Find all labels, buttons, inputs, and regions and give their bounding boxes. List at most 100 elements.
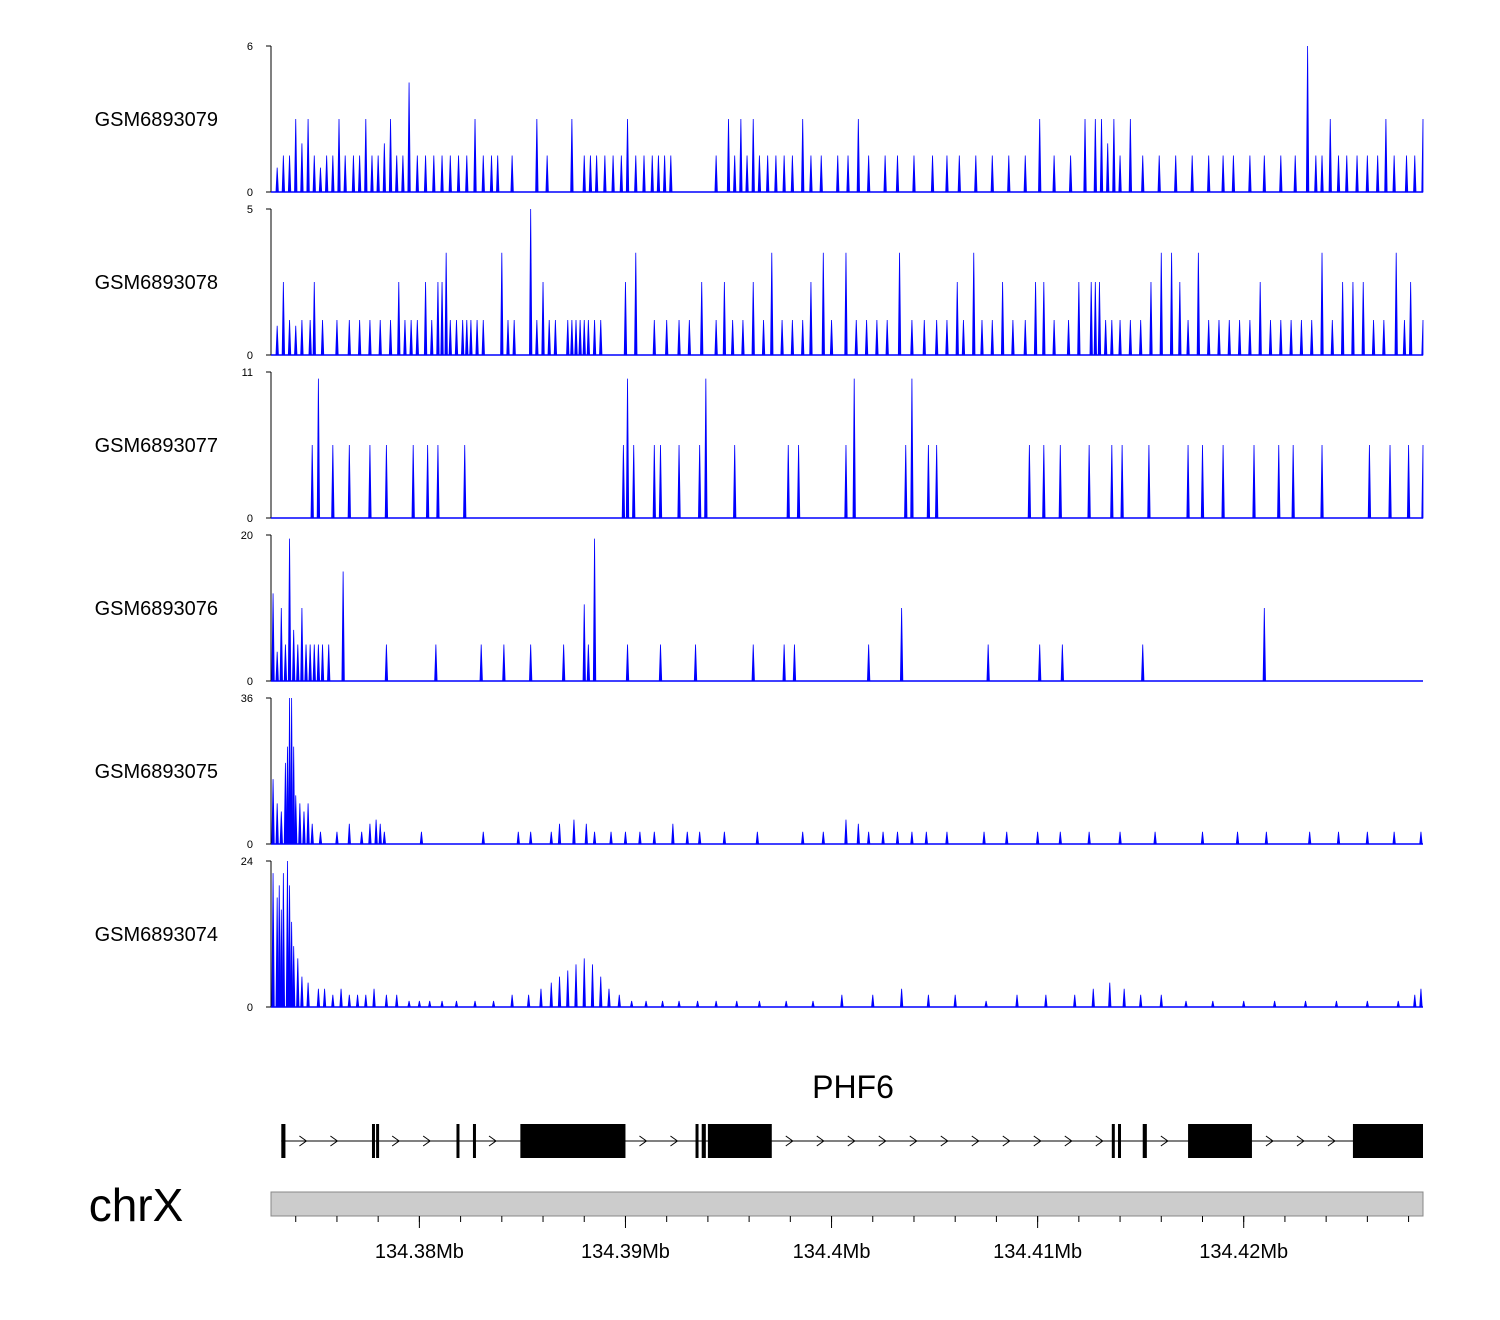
coverage-peak bbox=[395, 994, 399, 1008]
coverage-peak bbox=[801, 831, 805, 845]
coverage-peak bbox=[739, 118, 743, 193]
coverage-peak bbox=[1139, 319, 1143, 356]
coverage-peak bbox=[411, 444, 415, 519]
coverage-peak bbox=[1118, 831, 1122, 845]
coverage-peak bbox=[1052, 319, 1056, 356]
coverage-peak bbox=[300, 976, 304, 1008]
coverage-peak bbox=[697, 831, 702, 845]
coverage-peak bbox=[1077, 281, 1081, 356]
coverage-peak bbox=[510, 155, 514, 193]
coverage-peak bbox=[1178, 281, 1182, 356]
coverage-peak bbox=[1279, 319, 1283, 356]
coverage-peak bbox=[403, 319, 407, 356]
coverage-peak bbox=[1340, 281, 1345, 356]
coverage-peak bbox=[1406, 444, 1411, 519]
coverage-peak bbox=[516, 831, 520, 845]
coverage-peak bbox=[584, 823, 588, 845]
coverage-peak bbox=[1248, 155, 1252, 193]
coverage-peak bbox=[782, 155, 786, 193]
coverage-peak bbox=[407, 82, 411, 193]
coverage-peak bbox=[926, 444, 931, 519]
coverage-peak bbox=[271, 779, 275, 845]
coverage-peak bbox=[1334, 1000, 1339, 1008]
coverage-peak bbox=[638, 831, 642, 845]
coverage-peak bbox=[1044, 994, 1048, 1008]
coverage-peak bbox=[316, 988, 321, 1008]
coverage-peak bbox=[761, 319, 766, 356]
coverage-peak bbox=[1367, 444, 1372, 519]
coverage-peak bbox=[574, 319, 578, 356]
coverage-peak bbox=[279, 909, 283, 1008]
coverage-peak bbox=[844, 252, 848, 356]
coverage-peak bbox=[1320, 252, 1324, 356]
coverage-peak bbox=[549, 982, 553, 1008]
y-max-label: 24 bbox=[241, 856, 253, 868]
coverage-peak bbox=[819, 155, 823, 193]
coverage-peak bbox=[922, 319, 926, 356]
coverage-peak bbox=[308, 319, 312, 356]
coverage-peak bbox=[281, 281, 286, 356]
coverage-peak bbox=[792, 644, 797, 682]
exon bbox=[1142, 1124, 1147, 1158]
coverage-peak bbox=[751, 281, 755, 356]
coverage-peak bbox=[547, 319, 551, 356]
coverage-peak bbox=[774, 155, 778, 193]
coverage-peak bbox=[310, 823, 314, 845]
coverage-peak bbox=[535, 118, 539, 193]
coverage-peak bbox=[275, 167, 279, 193]
coverage-peak bbox=[730, 319, 735, 356]
coverage-peak bbox=[662, 155, 667, 193]
coverage-peak bbox=[656, 155, 661, 193]
coverage-peak bbox=[279, 811, 283, 845]
strand-arrow bbox=[1265, 1135, 1274, 1147]
coverage-peak bbox=[1291, 444, 1295, 519]
coverage-peak bbox=[735, 1000, 739, 1008]
coverage-peak bbox=[1042, 281, 1046, 356]
coverage-peak bbox=[557, 823, 562, 845]
coverage-peak bbox=[337, 118, 341, 193]
coverage-peak bbox=[582, 155, 586, 193]
coverage-peak bbox=[1147, 444, 1151, 519]
coverage-peak bbox=[454, 1000, 459, 1008]
coverage-peak bbox=[1279, 155, 1283, 193]
coverage-peak bbox=[574, 964, 578, 1008]
coverage-peak bbox=[275, 897, 279, 1008]
coverage-peak bbox=[1073, 994, 1077, 1008]
coverage-peak bbox=[733, 444, 737, 519]
coverage-peak bbox=[368, 319, 372, 356]
coverage-peak bbox=[821, 252, 825, 356]
coverage-peak bbox=[1413, 994, 1417, 1008]
coverage-peak bbox=[1320, 155, 1324, 193]
coverage-peak bbox=[372, 988, 376, 1008]
coverage-peak bbox=[382, 143, 386, 193]
coverage-peak bbox=[481, 831, 485, 845]
coverage-peak bbox=[1272, 1000, 1277, 1008]
coverage-peak bbox=[283, 762, 287, 845]
coverage-peak bbox=[897, 252, 902, 356]
coverage-peak bbox=[714, 319, 718, 356]
coverage-peak bbox=[1305, 45, 1310, 193]
track-label: GSM6893075 bbox=[95, 761, 218, 783]
coverage-peak bbox=[436, 281, 440, 356]
coverage-peak bbox=[1023, 319, 1027, 356]
coverage-peak bbox=[415, 319, 419, 356]
coverage-peak bbox=[357, 155, 362, 193]
coverage-peak bbox=[599, 976, 603, 1008]
coverage-peak bbox=[634, 155, 638, 193]
coverage-peak bbox=[957, 155, 961, 193]
coverage-peak bbox=[695, 1000, 700, 1008]
coverage-peak bbox=[1089, 281, 1093, 356]
coverage-peak bbox=[924, 831, 929, 845]
coverage-peak bbox=[440, 281, 444, 356]
coverage-peak bbox=[432, 155, 436, 193]
coverage-peak bbox=[1007, 155, 1011, 193]
coverage-peak bbox=[318, 831, 323, 845]
coverage-peak bbox=[1392, 155, 1396, 193]
coverage-peak bbox=[1384, 118, 1388, 193]
coverage-peak bbox=[283, 644, 288, 682]
coverage-peak bbox=[448, 155, 452, 193]
coverage-peak bbox=[671, 823, 675, 845]
coverage-peak bbox=[1153, 831, 1157, 845]
coverage-peak bbox=[1330, 319, 1334, 356]
coverage-peak bbox=[871, 994, 875, 1008]
